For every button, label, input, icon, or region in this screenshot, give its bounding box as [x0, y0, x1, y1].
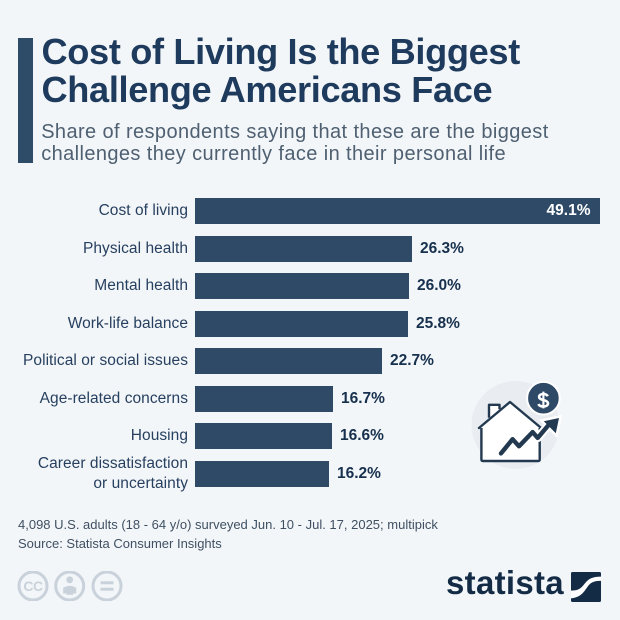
svg-text:CC: CC [23, 578, 43, 594]
